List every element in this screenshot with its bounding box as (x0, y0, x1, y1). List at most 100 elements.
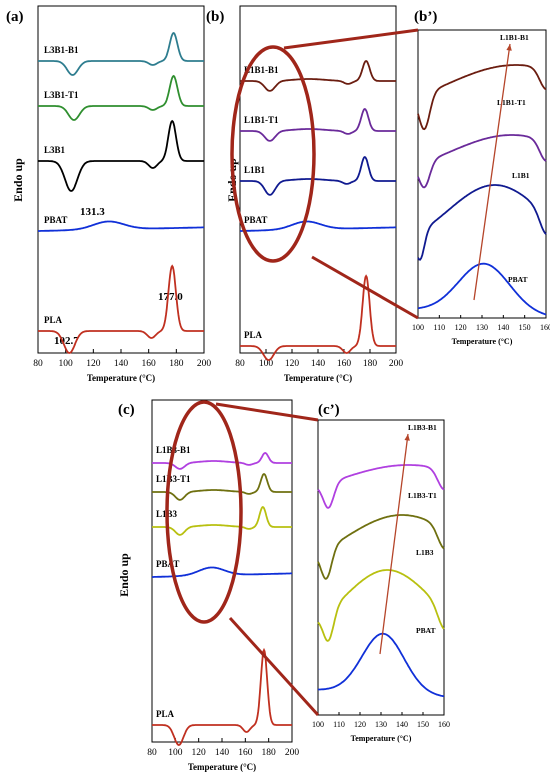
zoom-series-label-l1b3-t1: L1B3-T1 (408, 491, 437, 500)
series-line-l3b1-b1 (38, 31, 204, 76)
zoom-connector-b-top (283, 28, 419, 50)
zoom-connector-c-bottom (228, 616, 320, 717)
panel-label-b-prime: (b’) (414, 9, 437, 25)
x-tick-label: 200 (197, 359, 212, 369)
series-line-l1b1 (240, 155, 396, 196)
zoom-connector-c-top (215, 402, 319, 422)
zoom-connector-b-bottom (311, 255, 419, 320)
x-tick-label: 80 (33, 359, 43, 369)
panel-b: 80 100 120 140 160 180 200 Temperature (°C) L1B1… (235, 5, 404, 383)
series-label-pla: PLA (44, 315, 63, 325)
x-tick-label: 100 (412, 323, 424, 332)
zoom-series-line-l1b1-b1 (417, 64, 547, 131)
series-line-pbat (38, 220, 204, 232)
series-line-l1b1-t1 (240, 108, 396, 142)
x-axis-label: Temperature (°C) (452, 337, 513, 346)
x-tick-label: 160 (540, 323, 550, 332)
series-line-l3b1-t1 (38, 74, 204, 121)
panel-label-c-prime: (c’) (318, 402, 340, 418)
x-tick-label: 160 (142, 359, 157, 369)
zoom-series-label-l1b3: L1B3 (416, 548, 434, 557)
x-tick-label: 180 (262, 748, 277, 758)
series-label-pbat: PBAT (244, 215, 267, 225)
series-label-l3b1-b1: L3B1-B1 (44, 45, 79, 55)
series-line-pla (38, 264, 204, 354)
zoom-series-label-l1b1-b1: L1B1-B1 (500, 33, 529, 42)
annotation-pla-melt: 177.0 (158, 291, 183, 303)
x-axis-label: Temperature (°C) (351, 734, 412, 743)
x-tick-label: 120 (285, 359, 300, 369)
x-tick-label: 160 (238, 748, 253, 758)
x-tick-label: 100 (259, 359, 274, 369)
ylabel-a: Endo up (11, 158, 25, 202)
zoom-ellipse-c (165, 400, 243, 624)
x-tick-label: 120 (86, 359, 101, 369)
shift-arrow (379, 433, 409, 655)
panel-a: 80 100 120 140 160 180 200 Temperature (°C) L3B1… (33, 5, 212, 383)
plot-frame (317, 419, 445, 716)
x-axis-label: Temperature (°C) (87, 373, 155, 383)
zoom-series-line-l1b1 (417, 184, 547, 261)
x-tick-label: 180 (169, 359, 184, 369)
series-label-pla: PLA (244, 330, 263, 340)
shift-arrow-head (404, 434, 410, 441)
shift-arrow (473, 43, 511, 301)
series-label-l3b1: L3B1 (44, 145, 66, 155)
x-tick-label: 120 (192, 748, 207, 758)
series-label-l1b1-t1: L1B1-T1 (244, 115, 279, 125)
ylabel-c: Endo up (117, 553, 131, 597)
zoom-series-label-l1b1: L1B1 (512, 171, 530, 180)
x-tick-label: 180 (363, 359, 378, 369)
series-label-l1b1: L1B1 (244, 165, 266, 175)
x-axis-label: Temperature (°C) (284, 373, 352, 383)
x-tick-label: 100 (312, 720, 324, 729)
x-tick-label: 140 (311, 359, 326, 369)
series-label-pbat: PBAT (156, 559, 179, 569)
x-tick-label: 140 (497, 323, 509, 332)
series-label-l1b3-t1: L1B3-T1 (156, 474, 191, 484)
panel-c: 80 100 120 140 160 180 200 Temperature (°C) L1B3… (147, 399, 300, 772)
zoom-series-line-pbat (417, 262, 547, 316)
x-tick-label: 100 (59, 359, 74, 369)
x-tick-label: 150 (519, 323, 531, 332)
series-line-l1b1-b1 (240, 60, 396, 92)
x-tick-label: 160 (337, 359, 352, 369)
x-tick-label: 100 (168, 748, 183, 758)
series-line-pbat (240, 220, 396, 232)
x-tick-label: 130 (375, 720, 387, 729)
panel-label-b: (b) (206, 9, 224, 25)
zoom-series-label-pbat: PBAT (508, 275, 527, 284)
zoom-series-line-l1b3-t1 (317, 514, 445, 580)
panel-c-prime: 100 110 120 130 140 150 160 Temperature (°C) L1B… (312, 419, 450, 743)
x-tick-label: 160 (438, 720, 450, 729)
shift-arrow-head (506, 44, 512, 51)
x-tick-label: 200 (389, 359, 404, 369)
zoom-series-line-l1b1-t1 (417, 134, 547, 189)
series-line-l1b3 (152, 505, 292, 536)
series-label-l3b1-t1: L3B1-T1 (44, 90, 79, 100)
x-tick-label: 140 (215, 748, 230, 758)
series-line-l1b3-t1 (152, 472, 292, 501)
zoom-series-label-l1b3-b1: L1B3-B1 (408, 423, 437, 432)
series-line-l1b3-b1 (152, 452, 292, 470)
series-line-l3b1 (38, 119, 204, 192)
annotation-pbat-peak: 131.3 (80, 206, 105, 218)
zoom-series-line-l1b3-b1 (317, 464, 445, 509)
x-tick-label: 120 (455, 323, 467, 332)
zoom-series-line-l1b3 (317, 569, 445, 642)
x-tick-label: 200 (285, 748, 300, 758)
x-tick-label: 140 (114, 359, 129, 369)
zoom-series-label-pbat: PBAT (416, 626, 435, 635)
series-label-l1b1-b1: L1B1-B1 (244, 65, 279, 75)
series-label-pla: PLA (156, 709, 175, 719)
zoom-ellipse-b (230, 45, 316, 263)
zoom-series-line-pbat (318, 632, 445, 698)
x-tick-label: 120 (354, 720, 366, 729)
x-tick-label: 80 (147, 748, 157, 758)
series-line-pla (152, 647, 292, 746)
x-tick-label: 140 (396, 720, 408, 729)
x-tick-label: 130 (476, 323, 488, 332)
series-line-pla (240, 274, 396, 361)
x-tick-label: 110 (333, 720, 345, 729)
